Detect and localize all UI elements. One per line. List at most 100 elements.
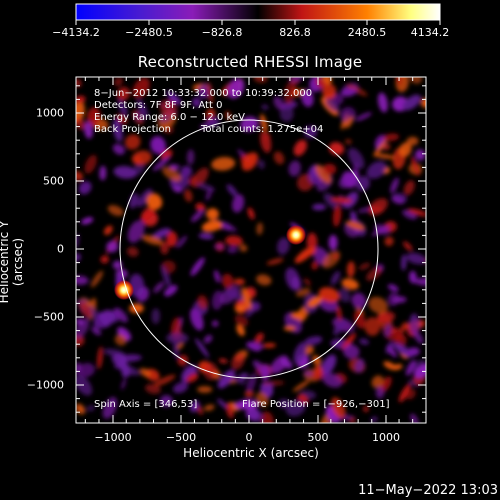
texture-blob [112, 143, 125, 155]
texture-blob [162, 166, 182, 182]
texture-blob [241, 152, 259, 171]
texture-blob [207, 82, 214, 105]
texture-blob [318, 287, 340, 303]
texture-blob [293, 342, 307, 364]
texture-blob [322, 163, 337, 175]
texture-blob [260, 114, 268, 132]
texture-blob [411, 156, 420, 176]
x-tick-label: −1000 [94, 431, 132, 444]
texture-blob [384, 236, 394, 247]
texture-blob [113, 307, 128, 323]
texture-blob [320, 354, 337, 376]
texture-blob [239, 244, 248, 252]
texture-blob [76, 253, 81, 262]
texture-blob [348, 416, 356, 423]
texture-blob [118, 364, 140, 376]
texture-blob [225, 235, 243, 247]
colorbar-tick-label: 4134.2 [410, 26, 450, 39]
texture-blob [387, 284, 399, 292]
texture-blob [132, 77, 150, 99]
texture-blob [136, 99, 147, 113]
texture-blob [166, 91, 182, 106]
texture-blob [373, 153, 395, 159]
texture-blob [84, 154, 97, 174]
texture-blob [366, 267, 382, 281]
colorbar-tick-label: −826.8 [201, 26, 243, 39]
texture-blob [117, 99, 128, 116]
texture-blob [413, 330, 424, 345]
texture-blob [127, 220, 145, 243]
texture-blob [359, 338, 369, 345]
texture-blob [217, 369, 235, 389]
texture-blob [112, 118, 123, 142]
texture-blob [76, 78, 82, 88]
texture-blob [198, 233, 214, 239]
texture-blob [328, 234, 338, 251]
texture-blob [255, 392, 269, 407]
texture-blob [383, 323, 392, 338]
texture-blob [211, 157, 236, 171]
texture-blob [152, 156, 171, 171]
texture-blob [166, 332, 189, 344]
texture-blob [235, 399, 259, 410]
texture-blob [184, 189, 193, 202]
method-text: Back Projection [94, 124, 171, 135]
texture-blob [331, 397, 346, 419]
texture-blob [304, 125, 318, 139]
texture-blob [278, 398, 290, 409]
texture-blob [375, 386, 385, 399]
image-area [76, 77, 426, 423]
texture-blob [285, 399, 306, 417]
texture-blob [292, 380, 310, 392]
texture-blob [285, 267, 301, 291]
spin-axis-text: Spin Axis = [346,53] [94, 399, 198, 410]
texture-blob [338, 288, 351, 303]
texture-blob [116, 87, 130, 101]
texture-blob [254, 332, 264, 344]
texture-blob [246, 341, 263, 351]
plot-title: Reconstructed RHESSI Image [137, 53, 363, 71]
texture-blob [231, 353, 245, 370]
texture-blob [188, 175, 197, 186]
texture-blob [311, 370, 325, 381]
texture-blob [160, 264, 171, 288]
texture-blob [126, 246, 139, 257]
texture-blob [164, 285, 178, 297]
texture-blob [106, 240, 119, 253]
texture-blob [141, 210, 158, 227]
texture-blob [405, 389, 416, 400]
texture-blob [390, 177, 399, 194]
texture-blob [260, 130, 272, 153]
texture-blob [345, 220, 365, 231]
colorbar-tick-label: 2480.5 [347, 26, 387, 39]
texture-blob [203, 362, 218, 381]
y-tick-label: 500 [43, 174, 64, 188]
texture-blob [410, 77, 423, 84]
texture-blob [407, 347, 420, 357]
texture-blob [351, 292, 367, 309]
texture-blob [364, 317, 381, 336]
texture-blob [226, 184, 238, 197]
source-spot-limb [114, 280, 134, 300]
texture-blob [244, 390, 254, 398]
texture-blob [97, 346, 103, 370]
timestamp: 11−May−2022 13:03 [358, 483, 498, 498]
texture-blob [343, 344, 360, 359]
texture-blob [153, 281, 165, 293]
texture-blob [350, 210, 357, 225]
texture-blob [124, 134, 141, 150]
texture-blob [90, 270, 104, 288]
texture-blob [256, 274, 272, 286]
texture-blob [405, 359, 417, 376]
texture-blob [387, 346, 397, 358]
time-range-text: 8−Jun−2012 10:33:32.000 to 10:39:32.000 [94, 88, 313, 99]
texture-blob [99, 165, 107, 181]
texture-blob [114, 77, 123, 87]
texture-blob [192, 97, 202, 108]
texture-blob [246, 308, 255, 317]
texture-blob [195, 203, 206, 212]
texture-blob [301, 89, 314, 107]
texture-blob [191, 167, 209, 188]
texture-blob [78, 181, 92, 195]
texture-blob [283, 325, 296, 331]
